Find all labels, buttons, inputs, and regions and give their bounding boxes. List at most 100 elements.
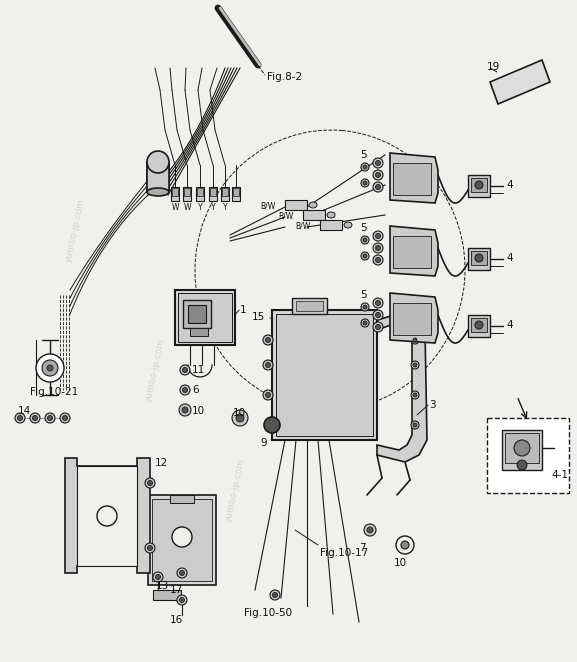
Text: W: W <box>171 203 179 212</box>
Circle shape <box>180 385 190 395</box>
Bar <box>393 303 431 335</box>
Bar <box>221 187 229 201</box>
Circle shape <box>376 234 380 238</box>
Polygon shape <box>65 458 150 573</box>
Circle shape <box>411 391 419 399</box>
Circle shape <box>361 319 369 327</box>
Text: yumbo-jp.com: yumbo-jp.com <box>144 337 166 402</box>
Bar <box>296 301 323 311</box>
Circle shape <box>367 527 373 533</box>
Circle shape <box>411 421 419 429</box>
Text: 4: 4 <box>506 180 512 190</box>
Text: B/W: B/W <box>260 201 275 210</box>
Polygon shape <box>490 60 550 104</box>
Circle shape <box>179 571 185 575</box>
Ellipse shape <box>327 212 335 218</box>
Circle shape <box>413 338 417 342</box>
Circle shape <box>272 592 278 598</box>
Circle shape <box>376 312 380 318</box>
Circle shape <box>413 363 417 367</box>
Circle shape <box>62 416 68 420</box>
Circle shape <box>148 545 152 551</box>
Text: 3: 3 <box>429 400 436 410</box>
Text: 13: 13 <box>156 581 169 591</box>
Bar <box>303 210 325 220</box>
Circle shape <box>172 527 192 547</box>
Bar <box>153 590 181 600</box>
Text: yumbo-jp.com: yumbo-jp.com <box>224 457 246 523</box>
Bar <box>183 187 191 201</box>
Text: 6: 6 <box>192 385 198 395</box>
Bar <box>196 187 204 201</box>
Polygon shape <box>390 226 438 276</box>
Circle shape <box>376 173 380 177</box>
Circle shape <box>363 321 367 325</box>
Bar <box>171 187 179 201</box>
Circle shape <box>401 541 409 549</box>
Bar <box>197 188 203 196</box>
Bar <box>502 430 542 470</box>
Bar <box>170 495 194 503</box>
Text: 5: 5 <box>360 290 366 300</box>
Text: 5: 5 <box>360 223 366 233</box>
Circle shape <box>30 413 40 423</box>
Circle shape <box>364 524 376 536</box>
Bar <box>233 188 239 196</box>
Text: 10: 10 <box>192 406 205 416</box>
Circle shape <box>145 478 155 488</box>
Bar <box>393 236 431 268</box>
Circle shape <box>47 416 53 420</box>
Circle shape <box>15 413 25 423</box>
Bar <box>292 298 327 314</box>
Text: Fig.10-17: Fig.10-17 <box>320 548 368 558</box>
Bar <box>183 300 211 328</box>
Circle shape <box>32 416 38 420</box>
Bar <box>188 305 206 323</box>
Circle shape <box>475 254 483 262</box>
Text: 4: 4 <box>506 320 512 330</box>
Text: 15: 15 <box>252 312 265 322</box>
Bar <box>172 188 178 196</box>
Bar <box>468 248 490 270</box>
Text: 5: 5 <box>360 150 366 160</box>
Bar <box>152 499 212 581</box>
Ellipse shape <box>309 202 317 208</box>
Text: 10: 10 <box>233 408 246 418</box>
Circle shape <box>373 182 383 192</box>
Circle shape <box>263 335 273 345</box>
Circle shape <box>182 367 188 373</box>
Circle shape <box>376 301 380 305</box>
Circle shape <box>17 416 23 420</box>
Text: yumbo-jp.com: yumbo-jp.com <box>64 197 86 263</box>
Circle shape <box>363 254 367 258</box>
Circle shape <box>517 460 527 470</box>
Circle shape <box>373 310 383 320</box>
Bar <box>285 200 307 210</box>
Circle shape <box>361 303 369 311</box>
Circle shape <box>373 231 383 241</box>
Ellipse shape <box>344 222 352 228</box>
Circle shape <box>363 165 367 169</box>
Circle shape <box>373 298 383 308</box>
Text: Fig.10-50: Fig.10-50 <box>244 608 292 618</box>
Circle shape <box>373 255 383 265</box>
Circle shape <box>265 393 271 397</box>
Circle shape <box>475 321 483 329</box>
Text: Fig.10-21: Fig.10-21 <box>30 387 78 397</box>
Text: Y: Y <box>198 203 203 212</box>
Bar <box>210 188 216 196</box>
Text: 16: 16 <box>170 615 183 625</box>
Bar <box>209 187 217 201</box>
Circle shape <box>363 181 367 185</box>
Bar <box>147 162 169 192</box>
Circle shape <box>147 151 169 173</box>
Circle shape <box>373 322 383 332</box>
Text: 9: 9 <box>260 438 267 448</box>
Circle shape <box>376 246 380 250</box>
Circle shape <box>265 338 271 342</box>
Bar <box>320 220 342 230</box>
Text: Y: Y <box>211 203 215 212</box>
Circle shape <box>45 413 55 423</box>
Text: 12: 12 <box>155 458 168 468</box>
Text: 7: 7 <box>359 543 365 553</box>
